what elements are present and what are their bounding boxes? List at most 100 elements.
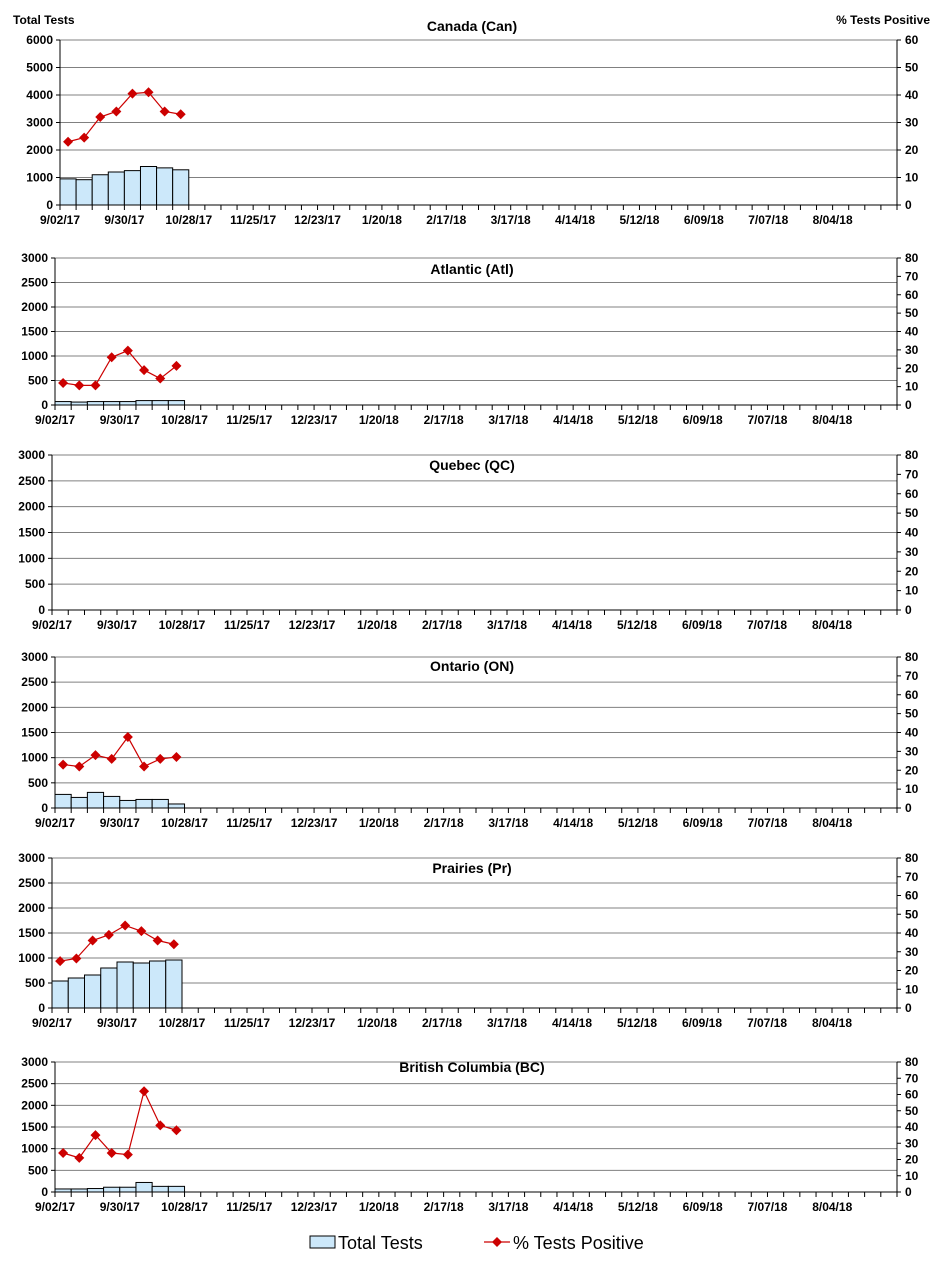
bar [103,1186,121,1193]
x-tick-label: 12/23/17 [289,1016,336,1030]
y-right-tick-label: 70 [905,870,919,884]
positivity-point [155,1120,166,1131]
x-tick-label: 3/17/18 [488,413,528,427]
positivity-point [74,761,85,772]
positivity-point [71,953,82,964]
bar [75,179,93,206]
y-right-tick-label: 30 [905,945,919,959]
x-tick-label: 10/28/17 [159,1016,206,1030]
y-right-tick-label: 80 [905,251,919,265]
positivity-point [120,920,131,931]
y-left-tick-label: 1000 [21,1142,48,1156]
positivity-point [171,360,182,371]
y-right-tick-label: 80 [905,448,919,462]
x-tick-label: 11/25/17 [230,213,276,227]
positivity-point [95,112,106,122]
x-tick-label: 8/04/18 [812,1200,852,1214]
y-left-tick-label: 0 [38,1001,45,1015]
y-right-tick-label: 80 [905,851,919,865]
bar [135,1181,153,1193]
y-right-tick-label: 0 [905,398,912,412]
positivity-point [106,1148,117,1158]
x-tick-label: 9/02/17 [32,618,72,632]
y-right-tick-label: 50 [905,306,919,320]
positivity-point [111,106,122,117]
bar [84,974,102,1009]
x-tick-label: 9/02/17 [35,1200,75,1214]
x-tick-label: 3/17/18 [488,816,528,830]
y-left-tick-label: 2000 [21,1098,48,1112]
chart-ontario-on: 0 500 1000 1500 2000 2500 3000 0 10 20 30 40 50 60 70 8… [21,650,918,830]
x-tick-label: 6/09/18 [684,213,724,227]
x-tick-label: 1/20/18 [357,1016,397,1030]
x-tick-label: 1/20/18 [359,1200,399,1214]
bar [167,1185,186,1193]
y-right-tick-label: 60 [905,288,919,302]
y-right-tick-label: 0 [905,603,912,617]
y-left-tick-label: 3000 [21,1055,48,1069]
x-tick-label: 6/09/18 [683,816,723,830]
y-right-tick-label: 0 [905,801,912,815]
y-left-tick-label: 1500 [21,325,48,339]
x-tick-label: 8/04/18 [812,1016,852,1030]
bar [86,401,105,406]
x-tick-label: 11/25/17 [226,816,272,830]
y-left-tick-label: 1500 [21,726,48,740]
x-tick-label: 7/07/18 [747,618,787,632]
y-right-tick-label: 50 [905,506,919,520]
y-right-tick-label: 20 [905,564,919,578]
y-left-tick-label: 1000 [21,349,48,363]
y-right-tick-label: 20 [905,964,919,978]
x-tick-label: 8/04/18 [812,413,852,427]
y-left-tick-label: 2000 [18,901,45,915]
y-left-tick-label: 0 [41,801,48,815]
x-tick-label: 1/20/18 [357,618,397,632]
positivity-point [63,136,74,147]
x-tick-label: 5/12/18 [618,816,658,830]
x-tick-label: 12/23/17 [291,816,338,830]
y-right-tick-label: 70 [905,1071,919,1085]
positivity-point [143,87,154,98]
positivity-point [87,935,98,946]
positivity-point [58,759,69,770]
x-tick-label: 2/17/18 [422,618,462,632]
bar [59,178,77,206]
bar [151,1185,169,1193]
y-left-tick-label: 3000 [21,251,48,265]
x-tick-label: 9/02/17 [32,1016,72,1030]
bar [135,400,153,406]
x-tick-label: 12/23/17 [291,413,338,427]
bar [116,961,134,1009]
positivity-point [55,956,66,967]
positivity-point [79,132,90,143]
bar [167,400,186,406]
x-tick-label: 1/20/18 [362,213,402,227]
y-right-tick-label: 80 [905,650,919,664]
y-right-title: % Tests Positive [836,13,930,27]
x-tick-label: 2/17/18 [424,413,464,427]
positivity-point [122,732,133,743]
x-tick-label: 7/07/18 [747,816,787,830]
y-right-tick-label: 70 [905,269,919,283]
positivity-point [106,753,117,764]
y-right-tick-label: 30 [905,343,919,357]
x-tick-label: 8/04/18 [812,816,852,830]
y-left-tick-label: 0 [46,198,53,212]
x-tick-label: 3/17/18 [487,1016,527,1030]
x-tick-label: 1/20/18 [359,816,399,830]
y-right-tick-label: 40 [905,1120,919,1134]
positivity-point [90,380,101,391]
y-right-tick-label: 40 [905,88,919,102]
x-tick-label: 6/09/18 [682,618,722,632]
chart-british-columbia-bc: 0 500 1000 1500 2000 2500 3000 0 10 20 30 40 50 60 70 8… [21,1055,918,1214]
y-right-tick-label: 60 [905,688,919,702]
bar [67,977,85,1009]
legend-line-label: % Tests Positive [513,1233,644,1253]
x-tick-label: 4/14/18 [553,413,593,427]
bar [119,799,137,809]
bar [135,798,153,809]
legend-diamond-marker [492,1237,502,1247]
x-tick-label: 2/17/18 [424,1200,464,1214]
y-left-tick-label: 1500 [18,526,45,540]
y-left-tick-label: 4000 [26,88,53,102]
